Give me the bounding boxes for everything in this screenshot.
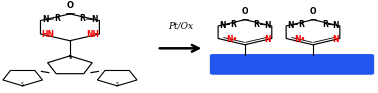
- Text: N: N: [332, 35, 339, 44]
- Text: R: R: [54, 14, 60, 23]
- Text: R: R: [230, 20, 236, 29]
- Text: O: O: [310, 7, 316, 16]
- Text: N: N: [287, 21, 294, 30]
- Text: S: S: [21, 82, 24, 87]
- Text: N: N: [332, 21, 339, 30]
- Text: R: R: [79, 14, 85, 23]
- Text: NH: NH: [86, 30, 99, 39]
- Text: N: N: [264, 35, 271, 44]
- Text: N: N: [219, 21, 226, 30]
- Text: N: N: [91, 15, 98, 24]
- Text: S: S: [68, 55, 71, 60]
- Text: N•: N•: [294, 35, 306, 44]
- Text: HN: HN: [41, 30, 54, 39]
- FancyBboxPatch shape: [211, 55, 373, 74]
- Text: N: N: [264, 21, 271, 30]
- Text: O: O: [242, 7, 248, 16]
- Text: R: R: [322, 20, 328, 29]
- Text: O: O: [67, 1, 73, 10]
- Text: N•: N•: [226, 35, 238, 44]
- Text: Pt/Ox: Pt/Ox: [168, 21, 193, 30]
- Text: S: S: [116, 82, 119, 87]
- Text: R: R: [254, 20, 260, 29]
- Text: N: N: [42, 15, 48, 24]
- Text: R: R: [298, 20, 304, 29]
